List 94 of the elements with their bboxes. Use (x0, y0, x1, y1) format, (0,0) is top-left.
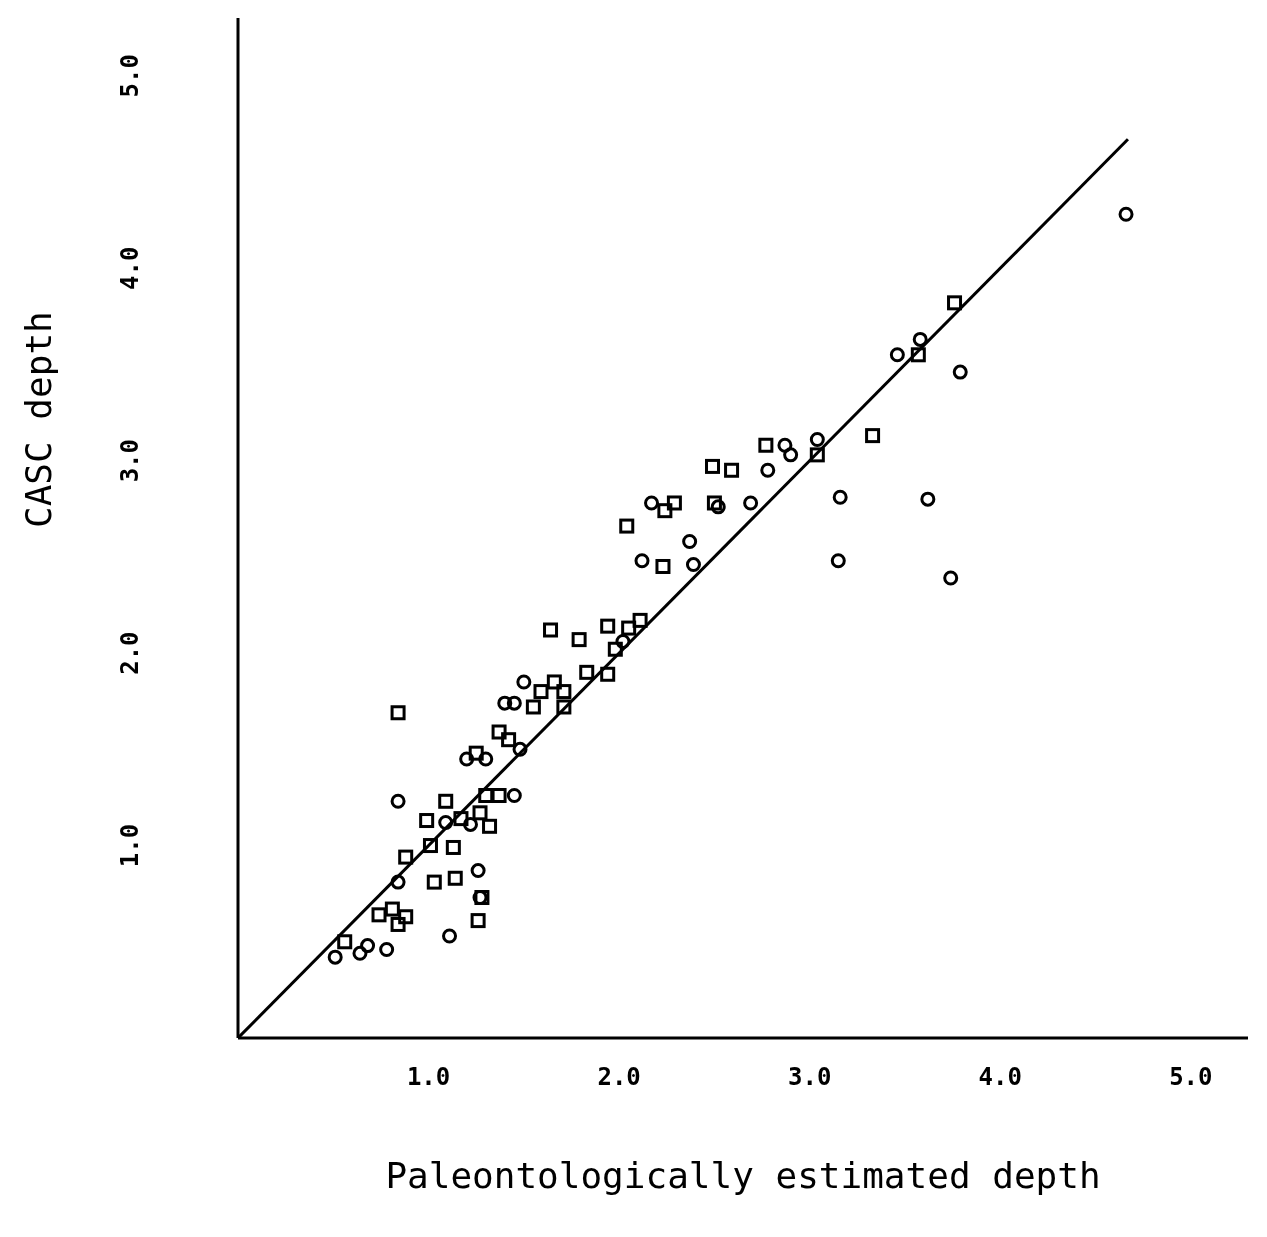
point (533, 684, 549, 700)
point (327, 949, 343, 965)
point (438, 793, 454, 809)
point (384, 901, 400, 917)
point (501, 732, 517, 748)
point (422, 838, 438, 854)
point (438, 814, 454, 830)
point (889, 347, 905, 363)
point (525, 699, 541, 715)
point (546, 674, 562, 690)
point (398, 849, 414, 865)
point (607, 641, 623, 657)
point (445, 839, 461, 855)
point (543, 622, 559, 638)
y-tick-label: 5.0 (116, 54, 144, 98)
point (947, 295, 963, 311)
point (600, 666, 616, 682)
point (472, 805, 488, 821)
x-tick-label: 5.0 (1169, 1063, 1213, 1092)
point (644, 495, 660, 511)
point (459, 751, 475, 767)
point (352, 945, 368, 961)
point (600, 618, 616, 634)
point (760, 462, 776, 478)
y-tick-label: 4.0 (116, 246, 144, 290)
point (920, 491, 936, 507)
point (809, 447, 825, 463)
y-tick-label: 1.0 (116, 823, 144, 868)
point (710, 499, 726, 515)
point (655, 558, 671, 574)
point (478, 751, 494, 767)
x-tick-label: 1.0 (406, 1063, 451, 1092)
point (910, 347, 926, 363)
point (379, 941, 395, 957)
point (337, 934, 353, 950)
point (621, 620, 637, 636)
point (516, 674, 532, 690)
point (419, 813, 435, 829)
point (724, 462, 740, 478)
point (491, 724, 507, 740)
y-axis-title: CASC depth (17, 311, 59, 528)
point (462, 816, 478, 832)
point (390, 916, 406, 932)
point (809, 431, 825, 447)
point (758, 437, 774, 453)
point (398, 909, 414, 925)
point (442, 928, 458, 944)
point (832, 489, 848, 505)
point (685, 557, 701, 573)
x-tick-label: 2.0 (597, 1063, 641, 1092)
x-axis-title: Paleontologically estimated depth (385, 1155, 1101, 1196)
point (865, 428, 881, 444)
point (468, 745, 484, 761)
point (482, 818, 498, 834)
point (491, 788, 507, 804)
point (912, 331, 928, 347)
point (453, 811, 469, 827)
point (705, 458, 721, 474)
point (390, 705, 406, 721)
point (426, 874, 442, 890)
point (706, 495, 722, 511)
point (579, 664, 595, 680)
point (506, 788, 522, 804)
point (783, 447, 799, 463)
point (390, 874, 406, 890)
point (447, 870, 463, 886)
point (478, 788, 494, 804)
point (830, 553, 846, 569)
point (619, 518, 635, 534)
x-tick-label: 3.0 (788, 1063, 832, 1092)
point (497, 695, 513, 711)
point (682, 533, 698, 549)
x-tick-label: 4.0 (978, 1063, 1022, 1092)
point (1118, 206, 1134, 222)
point (506, 695, 522, 711)
point (634, 553, 650, 569)
point (360, 938, 376, 954)
point (743, 495, 759, 511)
point (666, 495, 682, 511)
point (371, 907, 387, 923)
point (556, 699, 572, 715)
point (470, 863, 486, 879)
point (556, 684, 572, 700)
point (632, 612, 648, 628)
point (952, 364, 968, 380)
point (512, 741, 528, 757)
point (943, 570, 959, 586)
point (470, 913, 486, 929)
y-tick-label: 3.0 (116, 438, 144, 483)
point (657, 503, 673, 519)
point (571, 632, 587, 648)
y-tick-label: 2.0 (116, 631, 144, 675)
point (777, 437, 793, 453)
point (390, 793, 406, 809)
